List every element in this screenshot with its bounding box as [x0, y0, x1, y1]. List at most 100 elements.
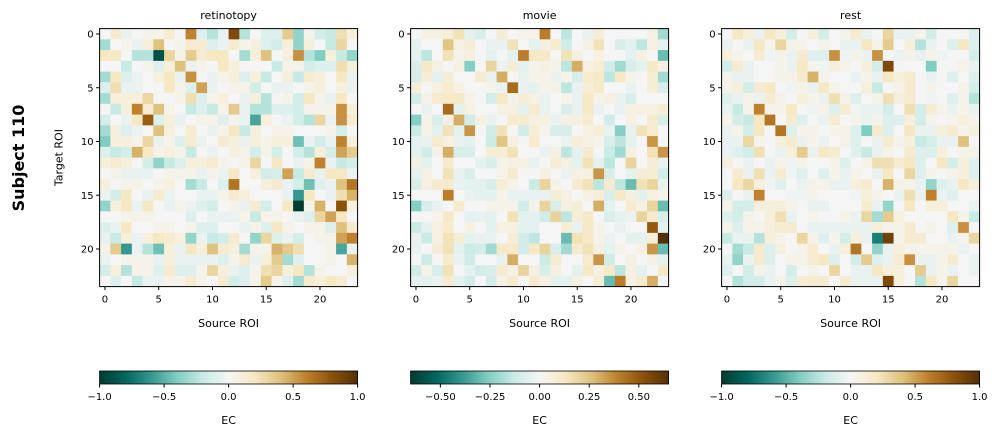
heatmap-cell-r23-c12 [850, 275, 862, 287]
heatmap-cell-r14-c21 [947, 179, 959, 191]
y-tick-label: 10 [703, 137, 716, 148]
heatmap-cell-r17-c6 [164, 211, 176, 223]
heatmap-cell-r1-c12 [850, 39, 862, 51]
heatmap-cell-r14-c9 [818, 179, 830, 191]
heatmap-cell-r2-c16 [582, 50, 594, 62]
heatmap-cell-r6-c7 [174, 93, 186, 105]
heatmap-cell-r10-c9 [818, 136, 830, 148]
heatmap-cell-r16-c15 [260, 200, 272, 212]
heatmap-cell-r9-c22 [336, 125, 348, 137]
heatmap-cell-r12-c18 [915, 157, 927, 169]
heatmap-cell-r18-c11 [839, 222, 851, 234]
heatmap-cell-r11-c7 [485, 146, 497, 158]
heatmap-cell-r0-c23 [346, 28, 358, 40]
heatmap-cell-r8-c4 [453, 114, 465, 126]
heatmap-cell-r23-c6 [164, 275, 176, 287]
heatmap-cell-r3-c11 [217, 60, 229, 72]
heatmap-cell-r1-c13 [239, 39, 251, 51]
heatmap-cell-r12-c16 [582, 157, 594, 169]
heatmap-cell-r18-c19 [614, 222, 626, 234]
heatmap-cell-r4-c5 [464, 71, 476, 83]
heatmap-cell-r13-c15 [260, 168, 272, 180]
heatmap-cell-r9-c1 [732, 125, 744, 137]
heatmap-cell-r20-c18 [604, 243, 616, 255]
heatmap-cell-r4-c11 [839, 71, 851, 83]
heatmap-cell-r13-c14 [872, 168, 884, 180]
heatmap-cell-r23-c6 [475, 275, 487, 287]
heatmap-cell-r2-c12 [850, 50, 862, 62]
heatmap-cell-r7-c23 [657, 103, 669, 115]
heatmap-cell-r10-c22 [958, 136, 970, 148]
heatmap-cell-r5-c12 [228, 82, 240, 94]
heatmap-cell-r2-c22 [647, 50, 659, 62]
heatmap-cell-r3-c20 [936, 60, 948, 72]
heatmap-cell-r4-c17 [593, 71, 605, 83]
heatmap-cell-r23-c10 [207, 275, 219, 287]
heatmap-cell-r19-c17 [904, 232, 916, 244]
heatmap-cell-r18-c16 [271, 222, 283, 234]
heatmap-cell-r2-c7 [174, 50, 186, 62]
x-tick-label: 5 [467, 295, 473, 306]
heatmap-cell-r19-c12 [850, 232, 862, 244]
heatmap-cell-r5-c18 [293, 82, 305, 94]
heatmap-cell-r18-c19 [925, 222, 937, 234]
heatmap-cell-r4-c4 [453, 71, 465, 83]
heatmap-cell-r20-c14 [561, 243, 573, 255]
heatmap-cell-r13-c10 [207, 168, 219, 180]
heatmap-cell-r20-c3 [442, 243, 454, 255]
heatmap-cell-r16-c9 [196, 200, 208, 212]
heatmap-cell-r17-c13 [239, 211, 251, 223]
heatmap-cell-r11-c18 [293, 146, 305, 158]
heatmap-cell-r8-c15 [571, 114, 583, 126]
heatmap-cell-r0-c3 [442, 28, 454, 40]
y-tick-label: 5 [87, 83, 93, 94]
heatmap-cell-r3-c11 [839, 60, 851, 72]
heatmap-cell-r10-c13 [550, 136, 562, 148]
heatmap-cell-r19-c18 [293, 232, 305, 244]
heatmap-cell-r3-c3 [131, 60, 143, 72]
heatmap-cell-r19-c10 [207, 232, 219, 244]
heatmap-cell-r2-c18 [293, 50, 305, 62]
heatmap-cell-r19-c23 [657, 232, 669, 244]
heatmap-cell-r17-c11 [217, 211, 229, 223]
heatmap-cell-r0-c0 [721, 28, 733, 40]
heatmap-cell-r3-c15 [260, 60, 272, 72]
heatmap-cell-r1-c7 [485, 39, 497, 51]
heatmap-cell-r5-c14 [872, 82, 884, 94]
y-tick-label: 15 [81, 191, 94, 202]
heatmap-cell-r10-c3 [753, 136, 765, 148]
heatmap-cell-r17-c14 [872, 211, 884, 223]
heatmap-cell-r21-c2 [743, 254, 755, 266]
heatmap-cell-r0-c5 [464, 28, 476, 40]
heatmap-cell-r7-c0 [721, 103, 733, 115]
heatmap-cell-r3-c18 [915, 60, 927, 72]
heatmap-cell-r15-c11 [528, 189, 540, 201]
heatmap-cell-r11-c10 [518, 146, 530, 158]
heatmap-cell-r15-c15 [571, 189, 583, 201]
heatmap-cell-r0-c21 [325, 28, 337, 40]
heatmap-cell-r18-c18 [604, 222, 616, 234]
heatmap-cell-r6-c1 [421, 93, 433, 105]
heatmap-cell-r18-c10 [207, 222, 219, 234]
heatmap-cell-r3-c15 [882, 60, 894, 72]
heatmap-cell-r21-c20 [314, 254, 326, 266]
heatmap-cell-r13-c21 [325, 168, 337, 180]
heatmap-cell-r0-c13 [239, 28, 251, 40]
heatmap-cell-r1-c2 [432, 39, 444, 51]
heatmap-cell-r20-c14 [250, 243, 262, 255]
heatmap-cell-r12-c17 [593, 157, 605, 169]
heatmap-cell-r5-c16 [271, 82, 283, 94]
heatmap-cell-r3-c1 [110, 60, 122, 72]
heatmap-cell-r16-c9 [507, 200, 519, 212]
heatmap-cell-r7-c9 [196, 103, 208, 115]
colorbar-tick-label: −1.0 [709, 392, 733, 403]
heatmap-cell-r18-c13 [861, 222, 873, 234]
heatmap-cell-r18-c8 [496, 222, 508, 234]
heatmap-cell-r21-c21 [636, 254, 648, 266]
heatmap-cell-r7-c16 [893, 103, 905, 115]
x-tick-label: 0 [102, 295, 108, 306]
heatmap-cell-r1-c18 [604, 39, 616, 51]
heatmap-cell-r19-c7 [174, 232, 186, 244]
heatmap-cell-r4-c7 [796, 71, 808, 83]
heatmap-cell-r13-c12 [228, 168, 240, 180]
